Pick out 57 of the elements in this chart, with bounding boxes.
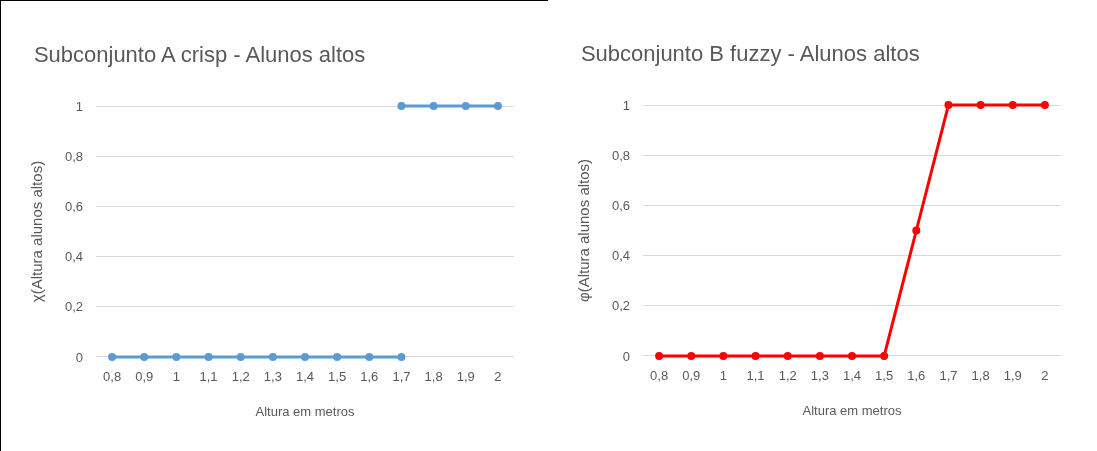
chart-title: Subconjunto B fuzzy - Alunos altos <box>580 40 920 66</box>
x-tick-label: 1 <box>719 368 727 383</box>
y-tick-label: 1 <box>75 98 83 114</box>
x-axis-title: Altura em metros <box>802 403 902 418</box>
point <box>1040 101 1049 110</box>
x-tick-label: 1,4 <box>295 369 315 384</box>
point <box>848 351 856 360</box>
x-tick-label: 1,2 <box>231 369 250 384</box>
y-tick-label: 0,2 <box>611 298 630 314</box>
x-tick-label: 0,9 <box>682 368 701 383</box>
x-tick-label: 1,5 <box>328 369 347 384</box>
x-tick-label: 1,1 <box>746 368 765 383</box>
y-tick-label: 0,4 <box>64 249 83 265</box>
x-tick-label: 2 <box>494 369 502 384</box>
point <box>655 351 664 360</box>
x-tick-label: 0,8 <box>103 369 122 384</box>
x-tick-label: 1,7 <box>392 369 411 384</box>
point <box>719 351 728 360</box>
x-tick-label: 1,8 <box>424 369 443 384</box>
y-tick-label: 0 <box>75 349 83 365</box>
point <box>687 351 696 360</box>
y-tick-label: 1 <box>622 97 630 113</box>
chart-title: Subconjunto A crisp - Alunos altos <box>33 41 366 67</box>
point <box>1008 101 1017 110</box>
y-tick-label: 0,6 <box>611 197 630 213</box>
x-tick-label: 1,3 <box>810 368 829 383</box>
x-tick-label: 1 <box>172 369 180 384</box>
x-tick-label: 1,5 <box>875 368 894 383</box>
x-tick-label: 1,2 <box>778 368 797 383</box>
point <box>976 101 985 110</box>
x-tick-label: 1,3 <box>263 369 282 384</box>
x-tick-label: 0,9 <box>135 369 154 384</box>
x-tick-label: 1,8 <box>971 368 990 383</box>
point <box>944 101 953 110</box>
x-tick-label: 1,1 <box>199 369 218 384</box>
point <box>751 351 760 360</box>
point <box>880 351 889 360</box>
x-axis-title: Altura em metros <box>255 404 355 419</box>
x-tick-label: 0,8 <box>650 368 669 383</box>
y-tick-label: 0,4 <box>611 248 630 264</box>
y-axis-title: φ(Altura alunos altos) <box>575 158 593 303</box>
y-tick-label: 0,6 <box>64 198 83 214</box>
x-tick-label: 1,4 <box>842 368 862 383</box>
x-tick-label: 1,6 <box>360 369 379 384</box>
x-tick-label: 1,6 <box>907 368 926 383</box>
x-tick-label: 1,9 <box>1003 368 1022 383</box>
point <box>815 351 824 360</box>
point <box>912 226 921 235</box>
point <box>783 351 792 360</box>
y-tick-label: 0 <box>622 348 630 364</box>
y-tick-label: 0,8 <box>64 148 83 164</box>
x-tick-label: 1,7 <box>939 368 958 383</box>
y-axis-title: χ(Altura alunos altos) <box>28 160 46 303</box>
x-tick-label: 2 <box>1041 368 1049 383</box>
y-tick-label: 0,8 <box>611 147 630 163</box>
x-tick-label: 1,9 <box>456 369 475 384</box>
y-tick-label: 0,2 <box>64 299 83 315</box>
